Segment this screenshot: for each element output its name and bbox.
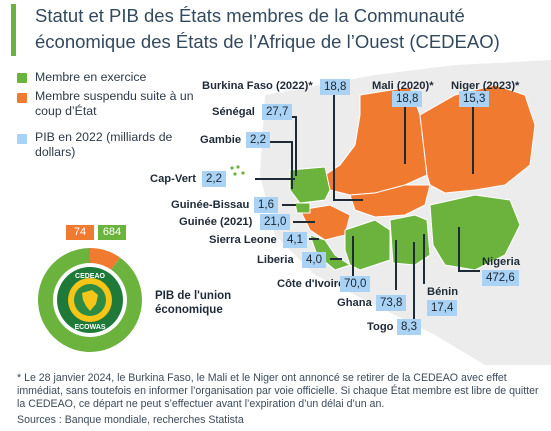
country-cote-divoire xyxy=(344,219,391,271)
leader-gambie-v xyxy=(291,141,293,189)
leader-burkina-h xyxy=(333,199,363,201)
legend-swatch-gdp xyxy=(17,134,27,144)
logo-bottom-text: ECOWAS xyxy=(74,324,105,331)
leader-benin xyxy=(423,234,425,284)
value-mali: 18,8 xyxy=(392,91,423,107)
legend-label-suspended: Membre suspendu suite à un coup d’État xyxy=(35,89,194,118)
leader-liberia xyxy=(330,258,342,260)
label-ghana: Ghana xyxy=(337,297,372,309)
label-cap-vert: Cap-Vert xyxy=(150,173,197,185)
country-nigeria xyxy=(429,194,521,271)
leader-mali xyxy=(404,106,406,164)
value-senegal: 27,7 xyxy=(262,104,293,120)
leader-gambie xyxy=(270,141,292,143)
label-cote-divoire: Côte d'Ivoire xyxy=(277,278,345,290)
country-ghana-togo-benin xyxy=(389,214,431,266)
union-gdp-member-value: 684 xyxy=(98,225,126,240)
leader-ghana xyxy=(395,240,397,290)
sources: Sources : Banque mondiale, recherches St… xyxy=(17,414,244,426)
value-guinee: 21,0 xyxy=(260,214,291,230)
label-gambie: Gambie xyxy=(200,134,242,146)
union-gdp-donut: CEDEAO ECOWAS xyxy=(37,248,142,352)
leader-guinee-bissau xyxy=(282,204,296,206)
value-niger: 15,3 xyxy=(459,91,490,107)
africa-map-icon xyxy=(82,290,98,311)
value-ghana: 73,8 xyxy=(376,295,407,311)
footnote: * Le 28 janvier 2024, le Burkina Faso, l… xyxy=(17,372,539,410)
label-nigeria: Nigeria xyxy=(482,256,520,268)
legend-label-gdp: PIB en 2022 (milliards de dollars) xyxy=(35,130,173,159)
union-gdp-label: PIB de l'union économique xyxy=(155,290,232,316)
label-guinee-bissau: Guinée-Bissau xyxy=(171,199,250,211)
leader-senegal-v xyxy=(295,116,297,176)
leader-cap-vert xyxy=(255,178,295,180)
value-burkina-faso: 18,8 xyxy=(320,79,351,95)
label-liberia: Liberia xyxy=(257,254,294,266)
leader-nigeria-h xyxy=(458,270,480,272)
leader-cote-divoire xyxy=(352,236,354,276)
logo-top-text: CEDEAO xyxy=(75,273,106,280)
value-guinee-bissau: 1,6 xyxy=(254,197,278,213)
country-senegal xyxy=(289,166,331,204)
legend-swatch-suspended xyxy=(17,93,27,103)
value-nigeria: 472,6 xyxy=(482,270,519,286)
label-burkina-faso: Burkina Faso (2022)* xyxy=(202,80,313,92)
label-benin: Bénin xyxy=(427,286,459,298)
union-gdp-suspended-value: 74 xyxy=(66,225,94,240)
value-cap-vert: 2,2 xyxy=(202,171,226,187)
label-niger: Niger (2023)* xyxy=(451,80,520,92)
label-mali: Mali (2020)* xyxy=(372,80,434,92)
country-guinea-bissau xyxy=(294,202,311,214)
west-africa-map xyxy=(260,60,551,365)
value-sierra-leone: 4,1 xyxy=(283,232,307,248)
legend-swatch-member xyxy=(17,73,27,83)
leader-guinee xyxy=(293,221,315,223)
country-burkina-faso xyxy=(349,184,431,218)
label-senegal: Sénégal xyxy=(212,106,255,118)
leader-burkina xyxy=(333,93,335,201)
value-gambie: 2,2 xyxy=(246,132,270,148)
value-liberia: 4,0 xyxy=(302,252,326,268)
country-niger xyxy=(419,84,536,194)
value-benin: 17,4 xyxy=(427,300,458,316)
label-togo: Togo xyxy=(367,321,394,333)
label-guinee: Guinée (2021) xyxy=(179,216,253,228)
value-togo: 8,3 xyxy=(397,319,421,335)
value-cote-divoire: 70,0 xyxy=(340,276,371,292)
leader-niger xyxy=(472,106,474,174)
leader-nigeria xyxy=(458,227,460,271)
cape-verde-islands xyxy=(230,165,245,176)
leader-togo xyxy=(413,242,415,320)
legend-label-member: Membre en exercice xyxy=(35,70,147,84)
leader-sierra-leone xyxy=(309,238,319,240)
label-sierra-leone: Sierra Leone xyxy=(209,234,277,246)
title-accent-bar xyxy=(11,4,16,56)
page-title: Statut et PIB des États membres de la Co… xyxy=(35,5,500,52)
